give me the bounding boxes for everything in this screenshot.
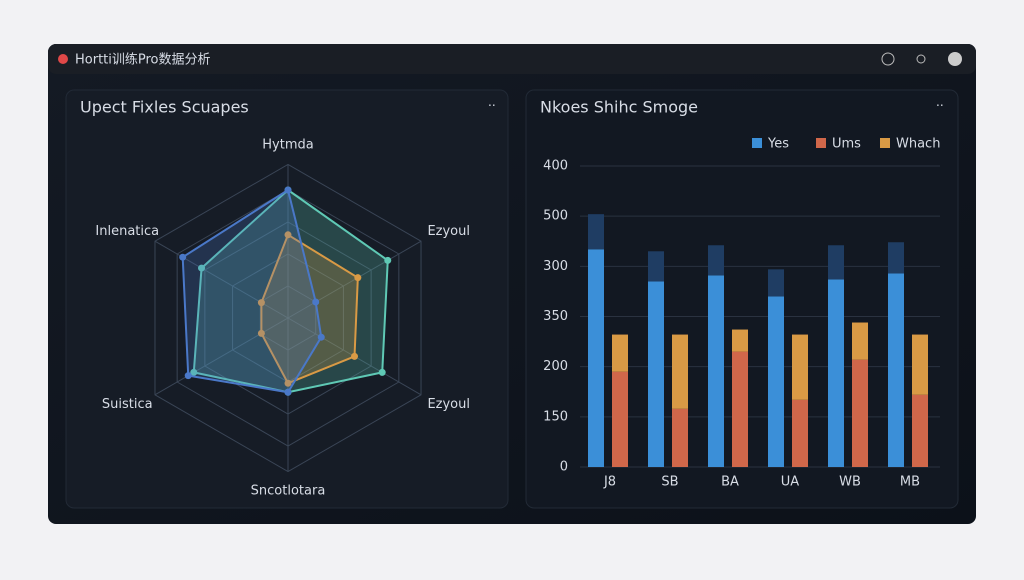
radar-axis-label: Inlenatica	[95, 224, 159, 239]
panel-menu[interactable]: ··	[936, 99, 944, 113]
y-tick-label: 500	[543, 209, 568, 224]
radar-spoke	[154, 317, 289, 396]
close-button[interactable]	[948, 52, 962, 66]
radar-point	[354, 274, 362, 282]
radar-spoke	[154, 240, 289, 319]
bar-segment	[828, 279, 844, 467]
bar-segment	[648, 281, 664, 467]
radar-point	[284, 388, 292, 396]
bell-button[interactable]	[916, 54, 926, 64]
radar-point	[198, 264, 206, 272]
bar-panel	[525, 89, 959, 509]
title-bar	[48, 44, 976, 74]
radar-point	[179, 253, 187, 261]
radar-axis-label: Ezyoul	[427, 397, 470, 412]
radar-title: Upect Fixles Scuapes	[80, 98, 249, 117]
bar-segment	[732, 351, 748, 467]
radar-axis-label: Sncotlotara	[251, 483, 326, 498]
bar-segment	[852, 359, 868, 467]
radar-point	[257, 299, 265, 307]
legend-swatch	[752, 138, 762, 148]
x-tick-label: BA	[721, 475, 739, 490]
bar-segment	[768, 296, 784, 467]
bar-segment	[888, 242, 904, 274]
radar-axis-label: Hytmda	[262, 138, 313, 153]
info-button[interactable]	[881, 52, 895, 66]
y-tick-label: 350	[543, 309, 568, 324]
bar-segment	[648, 251, 664, 282]
y-tick-label: 200	[543, 359, 568, 374]
bar-segment	[612, 371, 628, 467]
radar-axis-label: Suistica	[102, 397, 153, 412]
legend-swatch	[880, 138, 890, 148]
bar-segment	[588, 249, 604, 467]
radar-point	[257, 329, 265, 337]
bar-segment	[912, 394, 928, 467]
legend-label: Whach	[896, 137, 940, 152]
window-title: Hortti训练Pro数据分析	[75, 53, 211, 68]
x-tick-label: J8	[603, 475, 616, 490]
legend-label: Ums	[832, 137, 861, 152]
radar-point	[284, 231, 292, 239]
bar-segment	[768, 269, 784, 297]
radar-panel	[65, 89, 509, 509]
radar-point	[317, 333, 325, 341]
app-icon	[58, 54, 68, 64]
bar-segment	[792, 334, 808, 400]
bar-segment	[828, 245, 844, 280]
x-tick-label: SB	[661, 475, 678, 490]
bar-segment	[708, 245, 724, 276]
panel-menu[interactable]: ··	[488, 99, 496, 113]
bar-segment	[612, 334, 628, 372]
bar-segment	[792, 399, 808, 467]
bar-segment	[852, 322, 868, 360]
bar-segment	[708, 275, 724, 467]
radar-point	[184, 372, 192, 380]
radar-point	[284, 379, 292, 387]
radar-point	[190, 368, 198, 376]
radar-axis-label: Ezyoul	[427, 224, 470, 239]
bar-segment	[672, 334, 688, 409]
bar-segment	[888, 273, 904, 467]
bar-segment	[672, 408, 688, 467]
radar-point	[384, 256, 392, 264]
radar-spoke	[287, 240, 422, 319]
legend-label: Yes	[767, 137, 789, 152]
x-tick-label: MB	[900, 475, 920, 490]
x-tick-label: UA	[781, 475, 800, 490]
radar-point	[378, 368, 386, 376]
radar-point	[351, 352, 359, 360]
y-tick-label: 400	[543, 159, 568, 174]
y-tick-label: 300	[543, 259, 568, 274]
bar-segment	[588, 214, 604, 250]
bar-title: Nkoes Shihc Smoge	[540, 98, 698, 117]
x-tick-label: WB	[839, 475, 861, 490]
bar-segment	[912, 334, 928, 395]
legend-swatch	[816, 138, 826, 148]
y-tick-label: 150	[543, 409, 568, 424]
bar-segment	[732, 329, 748, 352]
radar-point	[312, 298, 320, 306]
radar-point	[284, 186, 292, 194]
y-tick-label: 0	[560, 460, 568, 475]
